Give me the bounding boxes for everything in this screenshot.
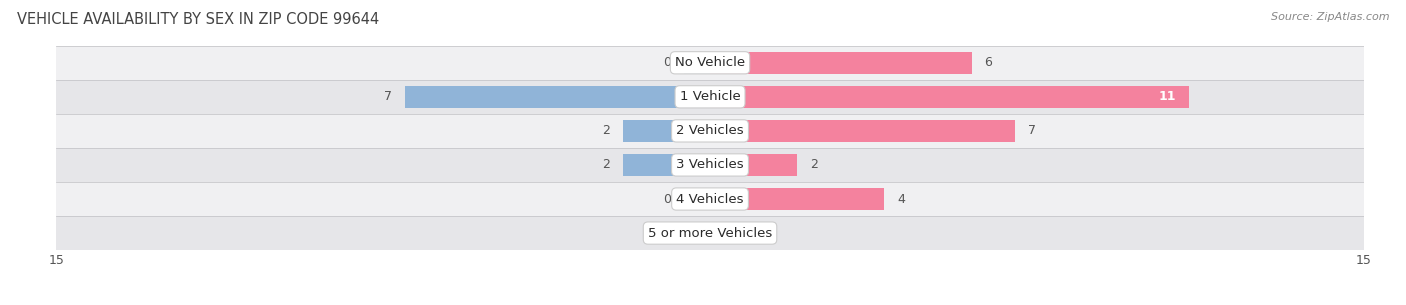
Bar (710, 120, 1015, 142)
Bar (623, 154, 710, 176)
Text: 11: 11 (1159, 90, 1177, 103)
Bar (710, 86, 1189, 108)
Bar (710, 188, 884, 210)
Text: 3 Vehicles: 3 Vehicles (676, 159, 744, 171)
Text: 5 or more Vehicles: 5 or more Vehicles (648, 227, 772, 239)
Bar (710, 52, 972, 74)
Text: 7: 7 (1028, 124, 1036, 137)
Text: VEHICLE AVAILABILITY BY SEX IN ZIP CODE 99644: VEHICLE AVAILABILITY BY SEX IN ZIP CODE … (17, 12, 380, 27)
Bar (56, 80, 1364, 114)
Bar (56, 216, 1364, 250)
Text: 0: 0 (662, 227, 671, 239)
Text: 2: 2 (602, 159, 610, 171)
Text: 1 Vehicle: 1 Vehicle (679, 90, 741, 103)
Bar (623, 120, 710, 142)
Bar (710, 154, 797, 176)
Bar (710, 222, 737, 244)
Text: No Vehicle: No Vehicle (675, 56, 745, 69)
Text: Source: ZipAtlas.com: Source: ZipAtlas.com (1271, 12, 1389, 22)
Text: 2: 2 (602, 124, 610, 137)
Text: 0: 0 (662, 56, 671, 69)
Text: 4 Vehicles: 4 Vehicles (676, 192, 744, 206)
Bar (56, 148, 1364, 182)
Bar (405, 86, 710, 108)
Text: 4: 4 (897, 192, 905, 206)
Bar (683, 222, 710, 244)
Bar (683, 52, 710, 74)
Text: 6: 6 (984, 56, 993, 69)
Bar (56, 182, 1364, 216)
Bar (56, 46, 1364, 80)
Bar (683, 188, 710, 210)
Text: 0: 0 (662, 192, 671, 206)
Text: 7: 7 (384, 90, 392, 103)
Text: 0: 0 (749, 227, 758, 239)
Bar (56, 114, 1364, 148)
Text: 2 Vehicles: 2 Vehicles (676, 124, 744, 137)
Text: 2: 2 (810, 159, 818, 171)
